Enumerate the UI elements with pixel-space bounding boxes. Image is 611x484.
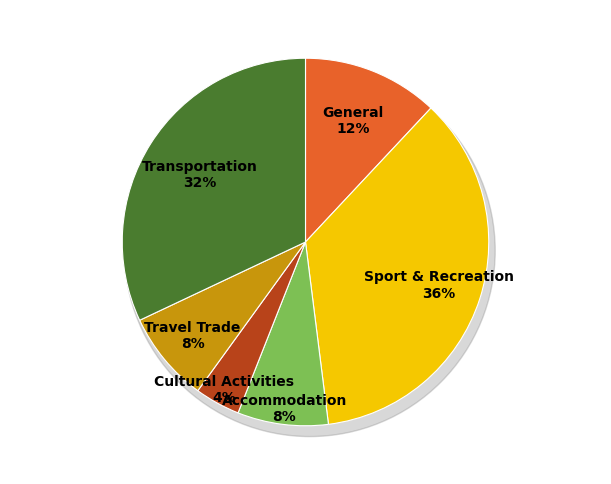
Text: General
12%: General 12% — [323, 106, 384, 136]
Ellipse shape — [125, 65, 496, 437]
Wedge shape — [198, 242, 306, 413]
Text: Sport & Recreation
36%: Sport & Recreation 36% — [364, 271, 514, 301]
Text: Cultural Activities
4%: Cultural Activities 4% — [155, 375, 295, 405]
Text: Travel Trade
8%: Travel Trade 8% — [144, 320, 241, 351]
Wedge shape — [122, 58, 306, 320]
Text: Accommodation
8%: Accommodation 8% — [222, 394, 347, 424]
Wedge shape — [238, 242, 329, 426]
Text: Transportation
32%: Transportation 32% — [142, 160, 258, 190]
Wedge shape — [140, 242, 306, 391]
Wedge shape — [306, 58, 431, 242]
Wedge shape — [306, 108, 489, 424]
